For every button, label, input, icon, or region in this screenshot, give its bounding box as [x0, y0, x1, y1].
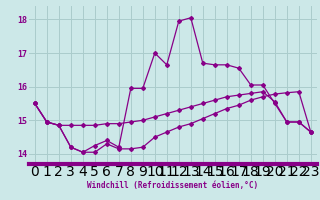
X-axis label: Windchill (Refroidissement éolien,°C): Windchill (Refroidissement éolien,°C) — [87, 181, 258, 190]
